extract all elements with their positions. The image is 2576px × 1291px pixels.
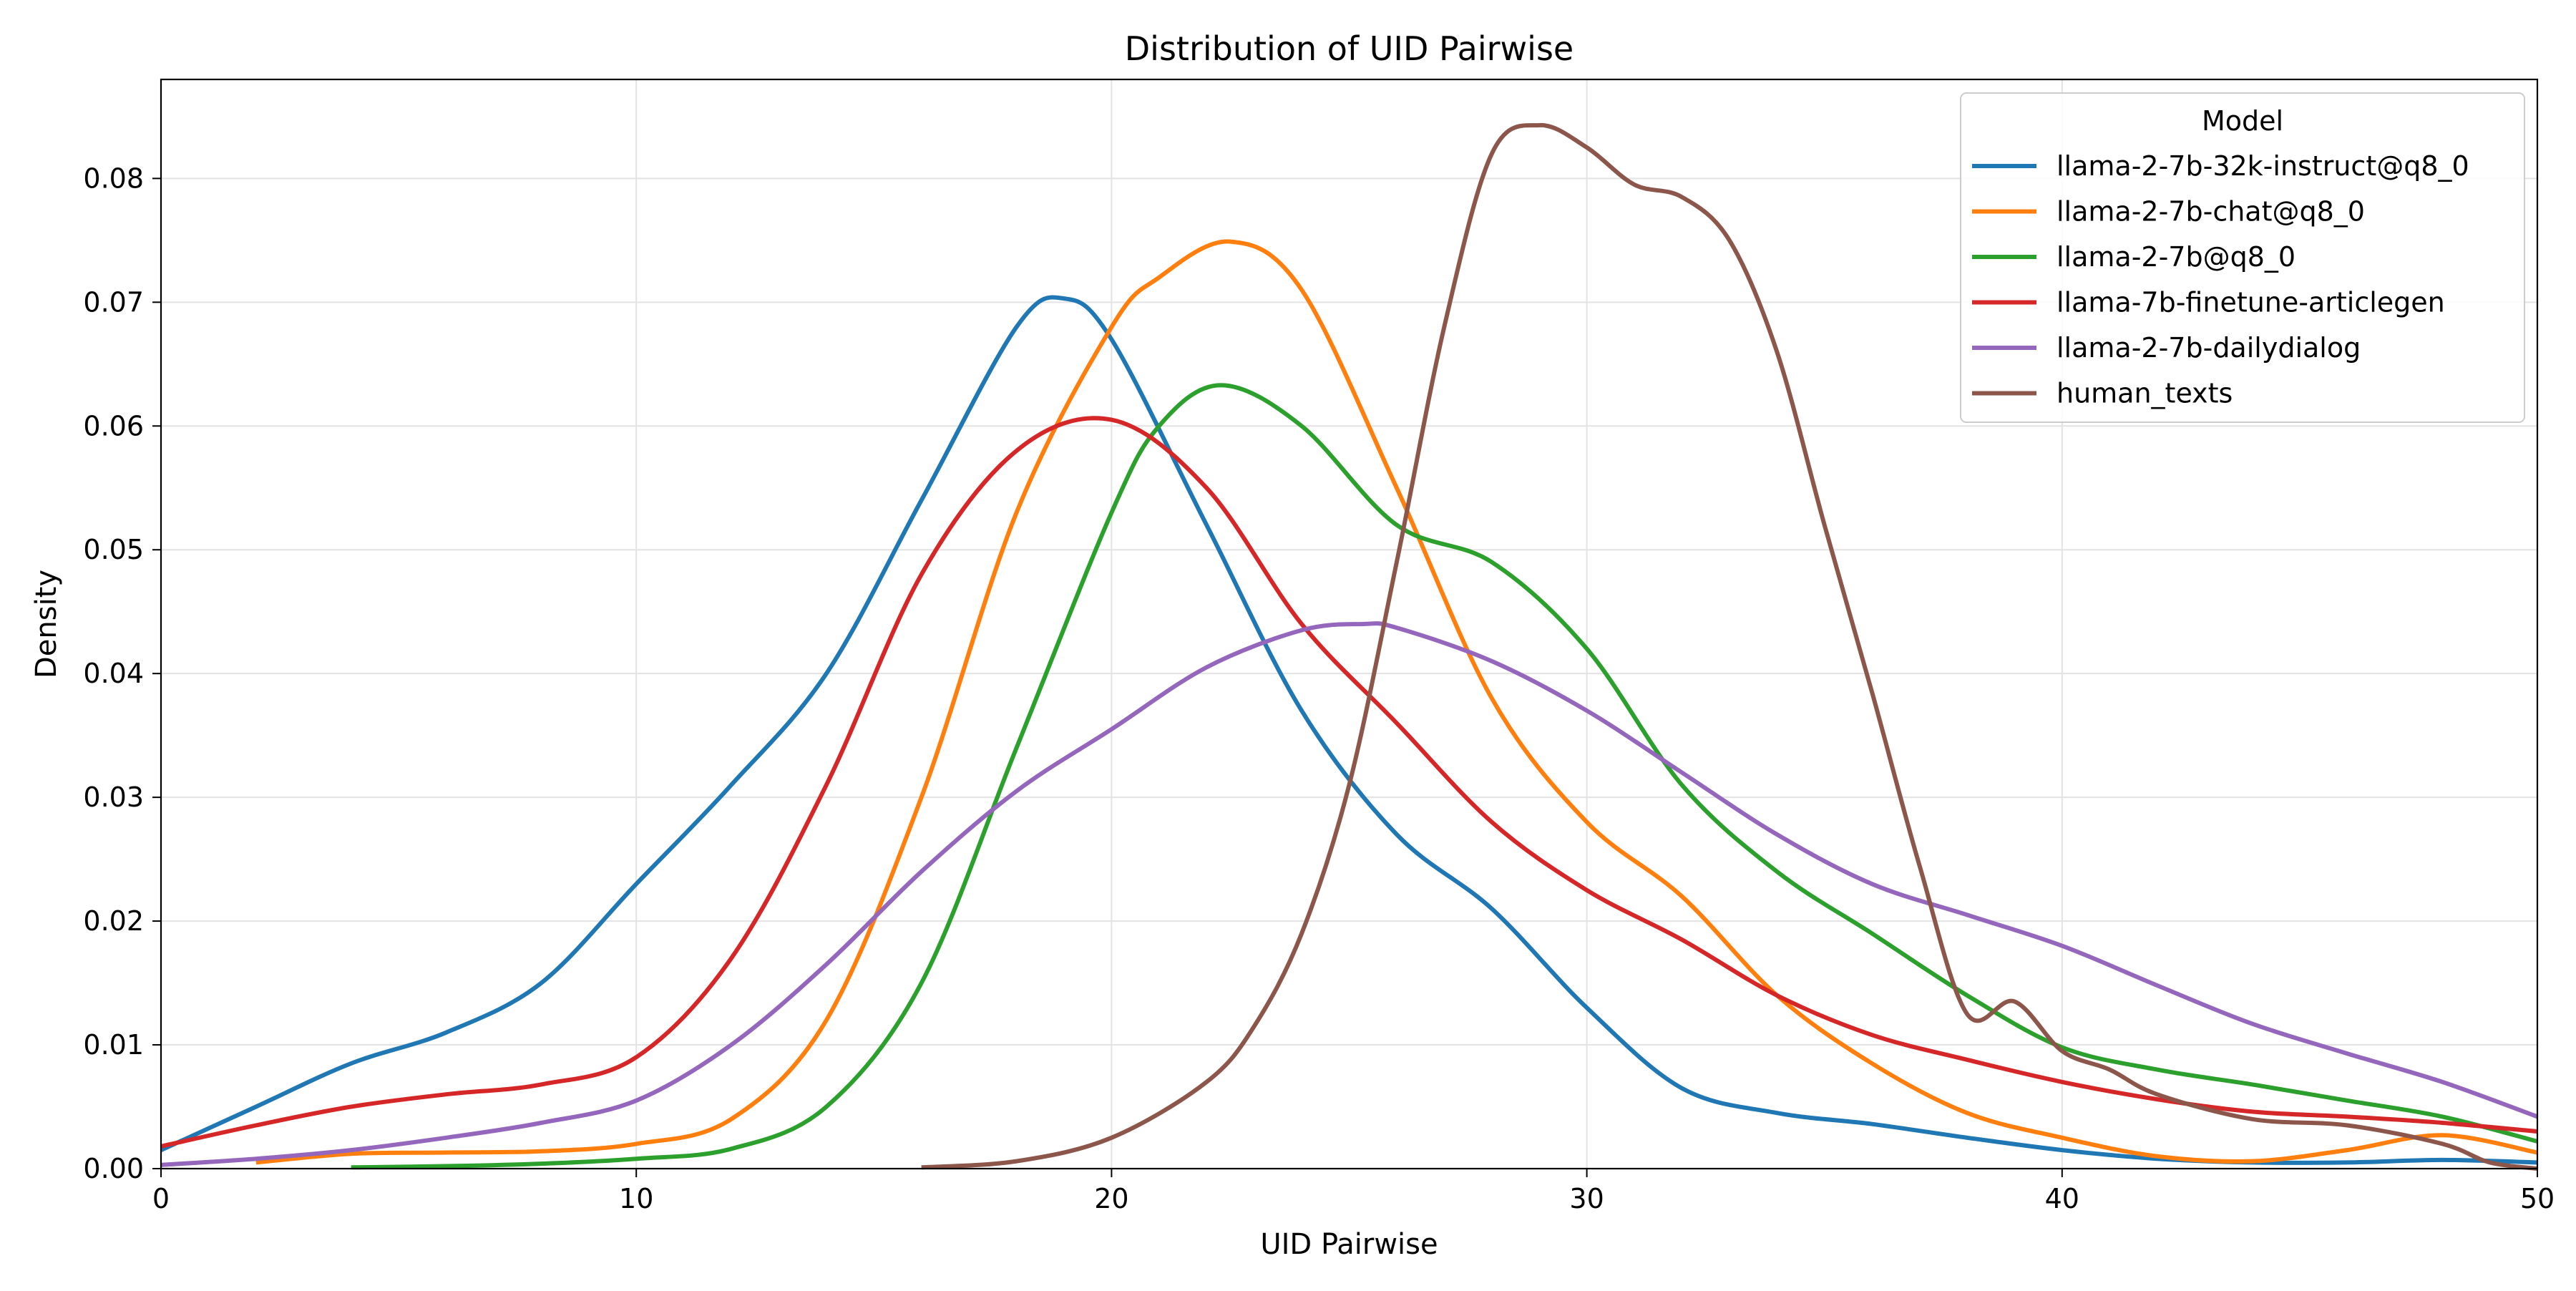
series-line-human-texts (921, 122, 2538, 1171)
x-tick-label: 0 (152, 1183, 170, 1214)
legend-entry-label: human_texts (2057, 378, 2233, 409)
y-axis-ticks: 0.00 0.01 0.02 0.03 0.04 0.05 0.06 0.07 0.08 (83, 162, 161, 1184)
series-line-llama-7b-finetune-articlegen (160, 416, 2538, 1149)
y-tick-label: 0.00 (83, 1153, 144, 1184)
y-tick-label: 0.02 (83, 905, 144, 937)
legend-entry-label: llama-2-7b-dailydialog (2057, 332, 2361, 364)
series-lines (160, 122, 2539, 1171)
x-axis-ticks: 0 10 20 30 40 50 (152, 1169, 2555, 1214)
legend-box (1960, 92, 2525, 423)
plot-frame (160, 78, 2539, 1170)
series-line-llama-2-7b-q8-0 (351, 383, 2538, 1170)
x-tick-label: 40 (2045, 1183, 2079, 1214)
legend-entry-label: llama-7b-finetune-articlegen (2057, 287, 2445, 318)
x-axis-label: UID Pairwise (1260, 1228, 1438, 1261)
x-tick-label: 50 (2520, 1183, 2555, 1214)
series-line-llama-2-7b-chat-q8-0 (255, 239, 2538, 1165)
y-tick-label: 0.04 (83, 658, 144, 689)
legend-title: Model (2202, 105, 2283, 137)
series-line-llama-2-7b-32k-instruct-q8-0 (160, 295, 2538, 1165)
y-tick-label: 0.06 (83, 410, 144, 442)
y-axis-label: Density (30, 570, 63, 678)
chart-title: Distribution of UID Pairwise (1125, 29, 1574, 68)
x-tick-label: 10 (619, 1183, 653, 1214)
y-tick-label: 0.05 (83, 534, 144, 565)
x-tick-label: 30 (1569, 1183, 1604, 1214)
x-tick-label: 20 (1094, 1183, 1128, 1214)
y-tick-label: 0.07 (83, 286, 144, 318)
legend-entry-label: llama-2-7b@q8_0 (2057, 241, 2296, 273)
y-tick-label: 0.01 (83, 1029, 144, 1061)
legend-entry-label: llama-2-7b-chat@q8_0 (2057, 196, 2365, 228)
y-tick-label: 0.08 (83, 162, 144, 194)
legend-entry-label: llama-2-7b-32k-instruct@q8_0 (2057, 150, 2469, 182)
y-tick-label: 0.03 (83, 781, 144, 813)
legend: Model llama-2-7b-32k-instruct@q8_0 llama-2… (1960, 92, 2525, 423)
series-line-llama-2-7b-dailydialog (160, 621, 2539, 1167)
